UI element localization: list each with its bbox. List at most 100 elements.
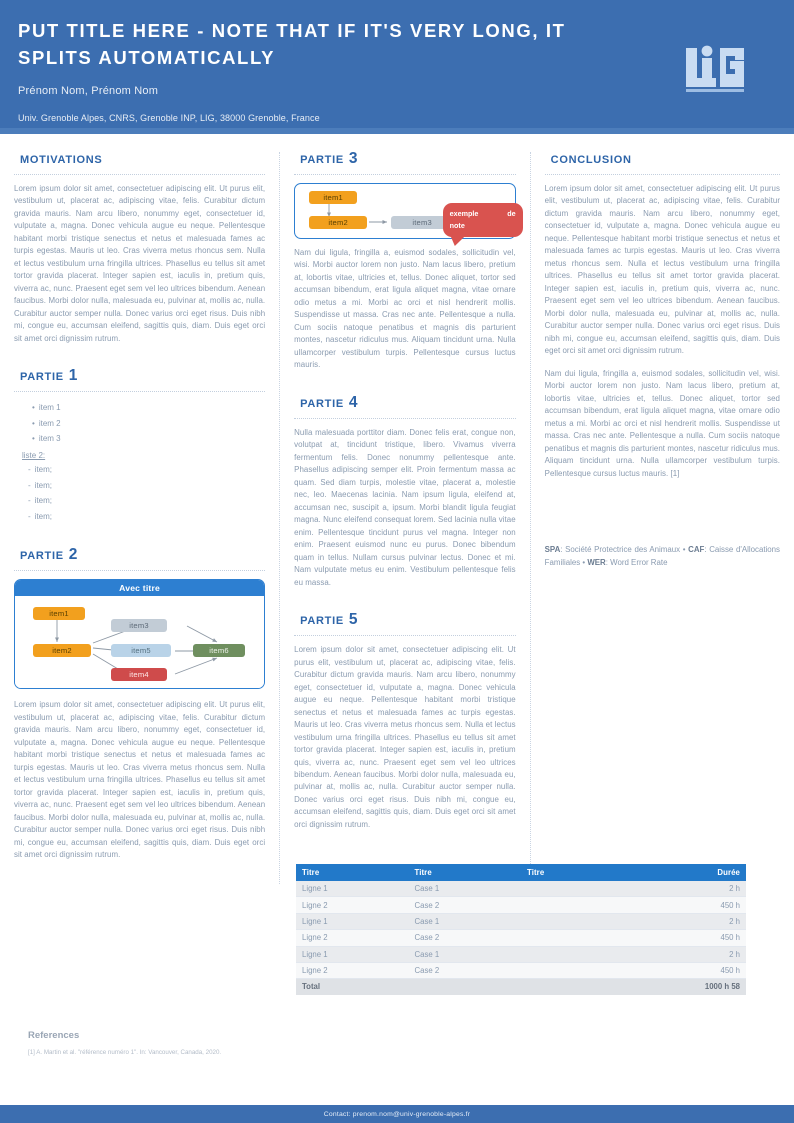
list-item: item 1 [32,400,265,416]
section-conclusion: Conclusion Lorem ipsum dolor sit amet, c… [544,150,780,480]
cell: Ligne 1 [296,881,409,898]
column-divider [279,152,281,884]
callout-note: exemple de note [442,203,523,246]
table-row: Ligne 2 Case 2 450 h [296,962,746,980]
results-table: Titre Titre Titre Durée Ligne 1 Case 1 2… [296,864,746,995]
callout-text-1: exemple [449,209,479,218]
cell: 450 h [651,962,746,980]
affiliation: Univ. Grenoble Alpes, CNRS, Grenoble INP… [18,112,320,123]
node-item2: item2 [309,216,368,229]
section-partie2: Partie 2 Avec titre [14,546,266,861]
list-item: item 2 [32,416,265,432]
cell: Case 1 [408,881,521,898]
cell: Ligne 2 [296,962,409,980]
poster-header: PUT TITLE HERE - NOTE THAT IF IT'S VERY … [0,0,794,134]
table-row: Ligne 2 Case 2 450 h [296,929,746,947]
cell [521,946,652,963]
section-heading-partie5: Partie 5 [300,611,359,629]
table-row: Ligne 1 Case 1 2 h [296,946,746,963]
cell: Case 2 [408,929,521,947]
cell: 450 h [651,896,746,914]
node-item6: item6 [193,644,245,658]
reference-item: [1] A. Martin et al. "référence numéro 1… [28,1049,222,1056]
list-item: item; [28,462,265,478]
list-item: item; [28,493,265,509]
abbr-sep: • [682,545,686,555]
lig-logo-icon [686,45,744,92]
section-partie5: Partie 5 Lorem ipsum dolor sit amet, con… [294,611,516,831]
figure-title: Avec titre [15,580,265,597]
section-heading-motivations: Motivations [20,150,103,167]
node-item4: item4 [111,668,167,682]
callout-tail-icon [447,235,466,246]
section-partie3: Partie 3 item1 item2 item3 exemple de [294,150,523,372]
cell: 2 h [651,946,746,963]
cell: 2 h [651,913,746,931]
cell [521,962,652,980]
cell: Ligne 1 [296,946,409,963]
page-title: PUT TITLE HERE - NOTE THAT IF IT'S VERY … [18,20,566,68]
total-label: Total [296,978,409,995]
col-header-1: Titre [296,864,409,881]
node-item3: item3 [111,619,167,633]
heading-rule [544,174,780,175]
cell: Case 2 [408,896,521,914]
callout-text-2: de [507,209,516,218]
section-heading-conclusion: Conclusion [550,150,632,167]
cell [521,913,652,931]
references-heading: References [28,1030,80,1041]
column-divider [529,152,531,884]
partie4-body: Nulla malesuada porttitor diam. Donec fe… [294,427,516,587]
dash-list: item; item; item; item; [14,462,265,524]
node-item2: item2 [33,644,91,658]
abbr-colon: : [605,557,611,567]
cell [521,881,652,898]
figure-avec-titre: Avec titre [14,579,266,690]
references-section: References [1] A. Martin et al. "référen… [28,1030,548,1057]
cell [521,896,652,914]
partie2-body: Lorem ipsum dolor sit amet, consectetuer… [14,700,266,860]
section-motivations: Motivations Lorem ipsum dolor sit amet, … [14,150,266,345]
list-item: item; [28,478,265,494]
column-right: Conclusion Lorem ipsum dolor sit amet, c… [531,150,780,569]
list-item: item; [28,509,265,525]
abbr-term-caf: CAF [688,545,705,555]
figure-canvas: item1 item3 item2 item5 item6 item4 [15,596,265,689]
authors: Prénom Nom, Prénom Nom [18,84,159,97]
conclusion-para-2: Nam dui ligula, fringilla a, euismod sod… [544,368,780,478]
section-partie1: Partie 1 item 1 item 2 item 3 liste 2: i… [14,367,266,524]
results-table-wrap: Titre Titre Titre Durée Ligne 1 Case 1 2… [296,862,746,995]
poster-columns: Motivations Lorem ipsum dolor sit amet, … [0,134,794,884]
figure-partie3: item1 item2 item3 exemple de note [294,183,523,246]
section-heading-partie3: Partie 3 [300,150,359,167]
table-header: Titre Titre Titre Durée [296,864,746,881]
section-heading-partie1: Partie 1 [20,367,79,385]
node-item1: item1 [309,191,358,204]
section-heading-partie4: Partie 4 [300,393,359,411]
contact-email[interactable]: Contact: prenom.nom@univ-grenoble-alpes.… [323,1110,471,1118]
bullet-list: item 1 item 2 item 3 [14,400,265,447]
liste2-label: liste 2: [22,451,46,461]
heading-rule [294,417,516,419]
heading-rule [14,570,266,572]
cell [521,929,652,947]
abbr-term-wer: WER [587,557,606,567]
section-partie4: Partie 4 Nulla malesuada porttitor diam.… [294,394,516,589]
heading-rule [294,174,516,175]
cell: Case 1 [408,946,521,963]
partie3-body: Nam dui ligula, fringilla a, euismod sod… [294,248,516,370]
abbr-term-spa: SPA [544,545,561,555]
cell: 450 h [651,929,746,947]
table-header-row: Titre Titre Titre Durée [296,864,746,881]
abbr-colon: : [560,545,566,555]
cell: Ligne 2 [296,896,409,914]
heading-rule [294,635,516,637]
cell: 2 h [651,881,746,898]
heading-rule [14,391,266,393]
partie5-body: Lorem ipsum dolor sit amet, consectetuer… [294,645,516,829]
column-left: Motivations Lorem ipsum dolor sit amet, … [14,150,279,884]
col-header-2: Titre [408,864,521,881]
abbreviations-block: SPA: Société Protectrice des Animaux • C… [545,544,780,569]
col-header-3: Titre [521,864,652,881]
table-row: Ligne 1 Case 1 2 h [296,913,746,931]
